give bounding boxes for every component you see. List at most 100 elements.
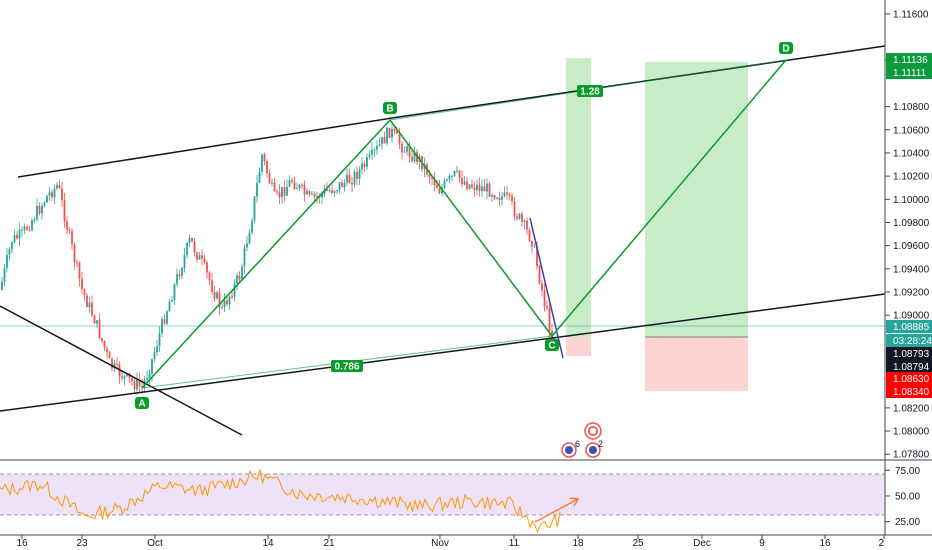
rsi-axis: 75.00 50.00 25.00 xyxy=(885,466,920,528)
candle-body xyxy=(383,136,386,144)
time-tick-label: 14 xyxy=(262,538,274,549)
candle-body xyxy=(346,174,348,183)
candle-body xyxy=(81,278,83,290)
candle-body xyxy=(136,379,138,390)
rsi-arrow xyxy=(534,497,580,523)
time-tick-label: 11 xyxy=(509,538,520,549)
candle-body xyxy=(93,315,96,324)
candle-body xyxy=(438,188,441,194)
candle-body xyxy=(361,163,363,170)
price-tick-label: 1.09000 xyxy=(893,311,930,322)
candle-body xyxy=(378,144,381,146)
time-tick-label: 2 xyxy=(878,538,884,549)
calendar-event-icon[interactable]: 2 xyxy=(585,439,603,458)
candle-body xyxy=(508,194,511,196)
candle-body xyxy=(541,283,543,291)
candle-body xyxy=(296,188,298,190)
point-b[interactable]: B xyxy=(383,102,397,115)
candle-body xyxy=(168,301,171,312)
candle-body xyxy=(518,213,521,219)
candle-body xyxy=(6,254,8,268)
candle-body xyxy=(376,145,378,150)
candle-body xyxy=(391,128,393,138)
point-c-label: C xyxy=(548,341,555,352)
candle-body xyxy=(228,296,231,305)
candle-body xyxy=(201,255,203,259)
price-axis[interactable]: 1.116001.112001.108001.106001.104001.102… xyxy=(885,9,930,461)
price-badge: 1.08793 xyxy=(886,347,932,360)
ratio-box-128: 1.28 xyxy=(577,85,603,98)
candle-body xyxy=(16,235,18,239)
candle-body xyxy=(331,190,333,193)
price-badge: 1.08885 xyxy=(886,320,932,333)
rsi-tick-label: 50.00 xyxy=(895,491,920,502)
candle-body xyxy=(443,180,446,188)
candle-body xyxy=(531,241,533,247)
candle-body xyxy=(528,229,531,242)
event-icons[interactable]: 6 2 xyxy=(561,422,603,458)
add-event-icon[interactable] xyxy=(584,422,602,440)
price-badge-text: 1.08794 xyxy=(893,362,930,373)
candle-body xyxy=(161,319,163,334)
candle-body xyxy=(78,262,81,279)
candle-body xyxy=(53,188,56,198)
candle-body xyxy=(326,189,328,191)
candle-body xyxy=(368,154,371,158)
candle-body xyxy=(31,220,33,231)
candle-body xyxy=(351,183,353,185)
point-c[interactable]: C xyxy=(545,339,559,352)
candle-body xyxy=(428,174,431,178)
point-a[interactable]: A xyxy=(135,397,149,410)
price-tick-label: 1.10600 xyxy=(893,125,930,136)
candle-body xyxy=(211,280,213,292)
candle-body xyxy=(196,252,198,260)
price-tick-label: 1.09800 xyxy=(893,218,930,229)
price-badge-text: 1.08630 xyxy=(893,374,930,385)
candle-body xyxy=(433,178,436,186)
candle-body xyxy=(36,206,38,220)
candle-body xyxy=(488,183,491,197)
rsi-pane[interactable] xyxy=(0,469,885,534)
abcd-pattern[interactable]: 0.786 1.28 A B C D xyxy=(135,42,793,410)
candle-body xyxy=(116,363,118,365)
candle-body xyxy=(203,258,206,263)
candle-body xyxy=(256,182,258,197)
point-d[interactable]: D xyxy=(779,42,793,55)
candle-body xyxy=(96,320,98,324)
candle-body xyxy=(543,290,546,307)
candle-body xyxy=(226,300,228,305)
candle-body xyxy=(103,340,106,349)
ratio-128-text: 1.28 xyxy=(580,87,600,98)
candle-body xyxy=(166,311,168,324)
candle-body xyxy=(501,196,503,201)
candle-body xyxy=(193,241,196,253)
candle-body xyxy=(478,184,481,191)
price-badge: 03:28:24 xyxy=(886,334,932,347)
candle-body xyxy=(38,206,41,214)
time-axis[interactable]: 16 23 Oct 14 21 Nov 11 18 25 Dec 9 16 2 xyxy=(16,535,885,549)
profit-zone-long xyxy=(645,62,748,337)
price-tick-label: 1.09600 xyxy=(893,241,930,252)
candle-body xyxy=(491,195,493,197)
candle-body xyxy=(26,226,28,230)
price-tick-label: 1.09400 xyxy=(893,264,930,275)
price-labels: 1.11136 1.11111 1.08885 03:28:24 1.08793 1.08… xyxy=(886,53,932,398)
candle-body xyxy=(431,177,433,179)
candle-body xyxy=(451,175,453,177)
candle-body xyxy=(8,249,11,255)
candle-body xyxy=(71,231,73,245)
candle-body xyxy=(353,171,356,185)
candle-body xyxy=(278,191,281,198)
price-badge-text: 1.11111 xyxy=(893,68,927,79)
candle-body xyxy=(403,151,406,153)
candle-body xyxy=(146,378,148,380)
trendline-upper-left xyxy=(17,117,393,178)
calendar-event-icon[interactable]: 6 xyxy=(561,439,580,458)
candle-body xyxy=(108,352,111,359)
candle-body xyxy=(336,190,338,192)
candle-body xyxy=(366,157,368,167)
price-tick-label: 1.08000 xyxy=(893,427,930,438)
price-pane[interactable] xyxy=(0,0,885,460)
candle-body xyxy=(61,188,63,201)
